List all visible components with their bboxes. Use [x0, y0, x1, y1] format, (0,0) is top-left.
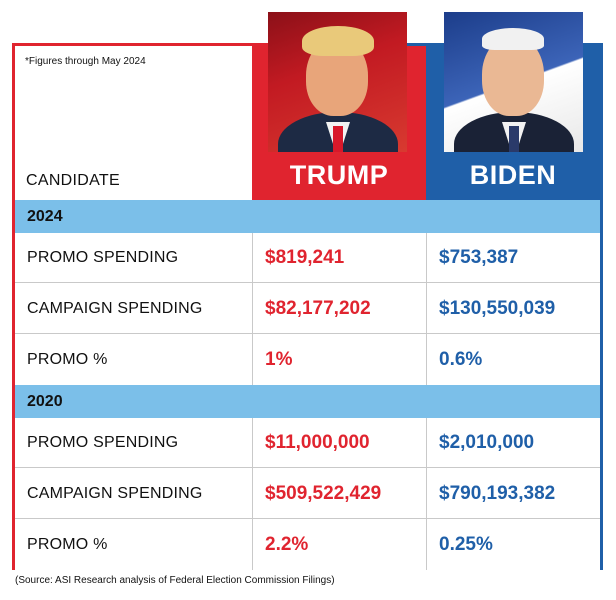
trump-value: $509,522,429 [265, 483, 382, 504]
tie-shape [509, 126, 519, 152]
row-label: CAMPAIGN SPENDING [27, 485, 203, 502]
row-label: PROMO SPENDING [27, 434, 179, 451]
trump-value: $11,000,000 [265, 432, 370, 453]
biden-value: $130,550,039 [439, 298, 556, 319]
table-row: CAMPAIGN SPENDING $82,177,202 $130,550,0… [15, 284, 600, 334]
row-label: PROMO % [27, 351, 108, 368]
trump-portrait-icon [268, 12, 407, 152]
column-divider [252, 233, 253, 385]
column-divider [426, 233, 427, 385]
section-2020-band: 2020 [15, 385, 600, 418]
section-2024-band: 2024 [15, 200, 600, 233]
trump-name: TRUMP [289, 160, 389, 190]
hair-shape [302, 26, 374, 56]
section-year: 2020 [27, 393, 63, 410]
column-divider [252, 418, 253, 570]
biden-name: BIDEN [469, 160, 557, 190]
footnote: *Figures through May 2024 [25, 56, 146, 67]
trump-value: $82,177,202 [265, 298, 371, 319]
trump-value: $819,241 [265, 247, 345, 268]
tie-shape [333, 126, 343, 152]
table-row: PROMO % 2.2% 0.25% [15, 520, 600, 570]
source-note: (Source: ASI Research analysis of Federa… [15, 575, 335, 586]
hair-shape [482, 28, 544, 50]
biden-value: $2,010,000 [439, 432, 535, 453]
row-label: PROMO % [27, 536, 108, 553]
biden-value: 0.6% [439, 349, 483, 370]
table-row: PROMO SPENDING $819,241 $753,387 [15, 233, 600, 283]
row-label: CAMPAIGN SPENDING [27, 300, 203, 317]
section-year: 2024 [27, 208, 63, 225]
table-row: PROMO % 1% 0.6% [15, 335, 600, 385]
row-label: PROMO SPENDING [27, 249, 179, 266]
biden-value: $790,193,382 [439, 483, 556, 504]
header-left-cell [15, 46, 252, 200]
candidate-column-header: CANDIDATE [26, 172, 120, 189]
biden-portrait-icon [444, 12, 583, 152]
table-row: CAMPAIGN SPENDING $509,522,429 $790,193,… [15, 469, 600, 519]
column-divider [426, 418, 427, 570]
biden-value: 0.25% [439, 534, 493, 555]
trump-value: 2.2% [265, 534, 309, 555]
biden-value: $753,387 [439, 247, 519, 268]
table-row: PROMO SPENDING $11,000,000 $2,010,000 [15, 418, 600, 468]
trump-value: 1% [265, 349, 293, 370]
